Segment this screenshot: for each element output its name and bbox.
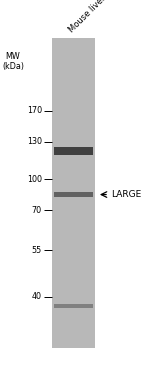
Bar: [54, 148, 93, 155]
Bar: [54, 192, 93, 197]
Text: 70: 70: [32, 206, 42, 215]
Text: 170: 170: [27, 106, 42, 115]
Text: 100: 100: [27, 174, 42, 184]
Bar: [54, 304, 93, 308]
Text: Mouse liver: Mouse liver: [67, 0, 108, 34]
Text: 130: 130: [27, 137, 42, 146]
Text: 55: 55: [32, 246, 42, 255]
Bar: [52, 38, 95, 348]
Text: 40: 40: [32, 292, 42, 301]
Text: MW
(kDa): MW (kDa): [2, 52, 24, 71]
Text: LARGE: LARGE: [111, 190, 141, 199]
